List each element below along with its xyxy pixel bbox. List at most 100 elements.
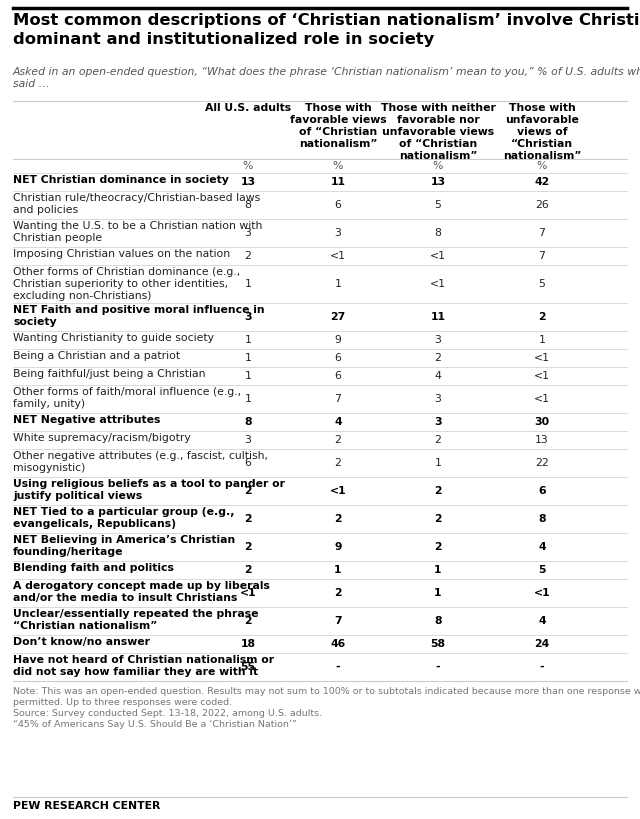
- Text: -: -: [336, 662, 340, 672]
- Text: 2: 2: [434, 542, 442, 552]
- Text: 2: 2: [334, 514, 342, 524]
- Text: 3: 3: [435, 394, 442, 404]
- Text: Being a Christian and a patriot: Being a Christian and a patriot: [13, 351, 180, 361]
- Text: 8: 8: [244, 200, 252, 210]
- Text: <1: <1: [534, 353, 550, 363]
- Text: 2: 2: [244, 486, 252, 496]
- Text: <1: <1: [430, 279, 446, 289]
- Text: Don’t know/no answer: Don’t know/no answer: [13, 637, 150, 647]
- Text: %: %: [537, 161, 547, 171]
- Text: 3: 3: [335, 228, 341, 238]
- Text: <1: <1: [240, 588, 256, 598]
- Text: 1: 1: [435, 588, 442, 598]
- Text: 6: 6: [335, 200, 341, 210]
- Text: 18: 18: [241, 639, 255, 649]
- Text: Most common descriptions of ‘Christian nationalism’ involve Christianity playing: Most common descriptions of ‘Christian n…: [13, 13, 640, 48]
- Text: NET Negative attributes: NET Negative attributes: [13, 415, 161, 425]
- Text: 7: 7: [539, 251, 545, 261]
- Text: Those with
favorable views
of “Christian
nationalism”: Those with favorable views of “Christian…: [290, 103, 387, 149]
- Text: 8: 8: [435, 616, 442, 626]
- Text: 46: 46: [330, 639, 346, 649]
- Text: <1: <1: [330, 251, 346, 261]
- Text: 2: 2: [244, 616, 252, 626]
- Text: Blending faith and politics: Blending faith and politics: [13, 563, 174, 573]
- Text: 1: 1: [539, 335, 545, 345]
- Text: 4: 4: [334, 417, 342, 427]
- Text: A derogatory concept made up by liberals
and/or the media to insult Christians: A derogatory concept made up by liberals…: [13, 581, 270, 603]
- Text: 2: 2: [244, 251, 252, 261]
- Text: <1: <1: [534, 371, 550, 381]
- Text: 22: 22: [535, 458, 549, 468]
- Text: Christian rule/theocracy/Christian-based laws
and policies: Christian rule/theocracy/Christian-based…: [13, 193, 260, 215]
- Text: Unclear/essentially repeated the phrase
“Christian nationalism”: Unclear/essentially repeated the phrase …: [13, 609, 259, 631]
- Text: 4: 4: [435, 371, 442, 381]
- Text: 7: 7: [335, 394, 341, 404]
- Text: Asked in an open-ended question, “What does the phrase ‘Christian nationalism’ m: Asked in an open-ended question, “What d…: [13, 67, 640, 89]
- Text: Note: This was an open-ended question. Results may not sum to 100% or to subtota: Note: This was an open-ended question. R…: [13, 687, 640, 729]
- Text: 1: 1: [244, 353, 252, 363]
- Text: 5: 5: [539, 279, 545, 289]
- Text: NET Faith and positive moral influence in
society: NET Faith and positive moral influence i…: [13, 305, 264, 327]
- Text: Those with
unfavorable
views of
“Christian
nationalism”: Those with unfavorable views of “Christi…: [503, 103, 581, 161]
- Text: NET Tied to a particular group (e.g.,
evangelicals, Republicans): NET Tied to a particular group (e.g., ev…: [13, 507, 234, 529]
- Text: -: -: [436, 662, 440, 672]
- Text: PEW RESEARCH CENTER: PEW RESEARCH CENTER: [13, 801, 161, 811]
- Text: 11: 11: [330, 177, 346, 187]
- Text: 9: 9: [334, 542, 342, 552]
- Text: 2: 2: [334, 588, 342, 598]
- Text: 3: 3: [434, 417, 442, 427]
- Text: -: -: [540, 662, 544, 672]
- Text: 6: 6: [335, 371, 341, 381]
- Text: 1: 1: [435, 565, 442, 575]
- Text: 3: 3: [244, 312, 252, 322]
- Text: Those with neither
favorable nor
unfavorable views
of “Christian
nationalism”: Those with neither favorable nor unfavor…: [381, 103, 495, 161]
- Text: 8: 8: [435, 228, 442, 238]
- Text: 26: 26: [535, 200, 549, 210]
- Text: 2: 2: [434, 514, 442, 524]
- Text: 6: 6: [244, 458, 252, 468]
- Text: %: %: [333, 161, 343, 171]
- Text: 58: 58: [431, 639, 445, 649]
- Text: Have not heard of Christian nationalism or
did not say how familiar they are wit: Have not heard of Christian nationalism …: [13, 655, 274, 677]
- Text: Wanting Christianity to guide society: Wanting Christianity to guide society: [13, 333, 214, 343]
- Text: <1: <1: [534, 588, 550, 598]
- Text: 3: 3: [244, 228, 252, 238]
- Text: 11: 11: [431, 312, 445, 322]
- Text: 13: 13: [431, 177, 445, 187]
- Text: Being faithful/just being a Christian: Being faithful/just being a Christian: [13, 369, 205, 379]
- Text: Other forms of Christian dominance (e.g.,
Christian superiority to other identit: Other forms of Christian dominance (e.g.…: [13, 267, 240, 301]
- Text: 2: 2: [244, 565, 252, 575]
- Text: 1: 1: [435, 458, 442, 468]
- Text: 1: 1: [244, 335, 252, 345]
- Text: <1: <1: [330, 486, 346, 496]
- Text: 1: 1: [335, 279, 341, 289]
- Text: <1: <1: [534, 394, 550, 404]
- Text: 2: 2: [538, 312, 546, 322]
- Text: %: %: [243, 161, 253, 171]
- Text: 4: 4: [538, 542, 546, 552]
- Text: 3: 3: [435, 335, 442, 345]
- Text: %: %: [433, 161, 443, 171]
- Text: 13: 13: [241, 177, 255, 187]
- Text: NET Believing in America’s Christian
founding/heritage: NET Believing in America’s Christian fou…: [13, 535, 236, 557]
- Text: 42: 42: [534, 177, 550, 187]
- Text: 2: 2: [434, 486, 442, 496]
- Text: 2: 2: [244, 542, 252, 552]
- Text: 6: 6: [335, 353, 341, 363]
- Text: 9: 9: [335, 335, 341, 345]
- Text: 6: 6: [538, 486, 546, 496]
- Text: 2: 2: [335, 435, 341, 445]
- Text: 4: 4: [538, 616, 546, 626]
- Text: 30: 30: [534, 417, 550, 427]
- Text: 1: 1: [334, 565, 342, 575]
- Text: NET Christian dominance in society: NET Christian dominance in society: [13, 175, 229, 185]
- Text: <1: <1: [430, 251, 446, 261]
- Text: 5: 5: [538, 565, 546, 575]
- Text: 1: 1: [244, 371, 252, 381]
- Text: 2: 2: [435, 353, 442, 363]
- Text: 13: 13: [535, 435, 549, 445]
- Text: 27: 27: [330, 312, 346, 322]
- Text: Other forms of faith/moral influence (e.g.,
family, unity): Other forms of faith/moral influence (e.…: [13, 387, 241, 409]
- Text: 8: 8: [244, 417, 252, 427]
- Text: 2: 2: [435, 435, 442, 445]
